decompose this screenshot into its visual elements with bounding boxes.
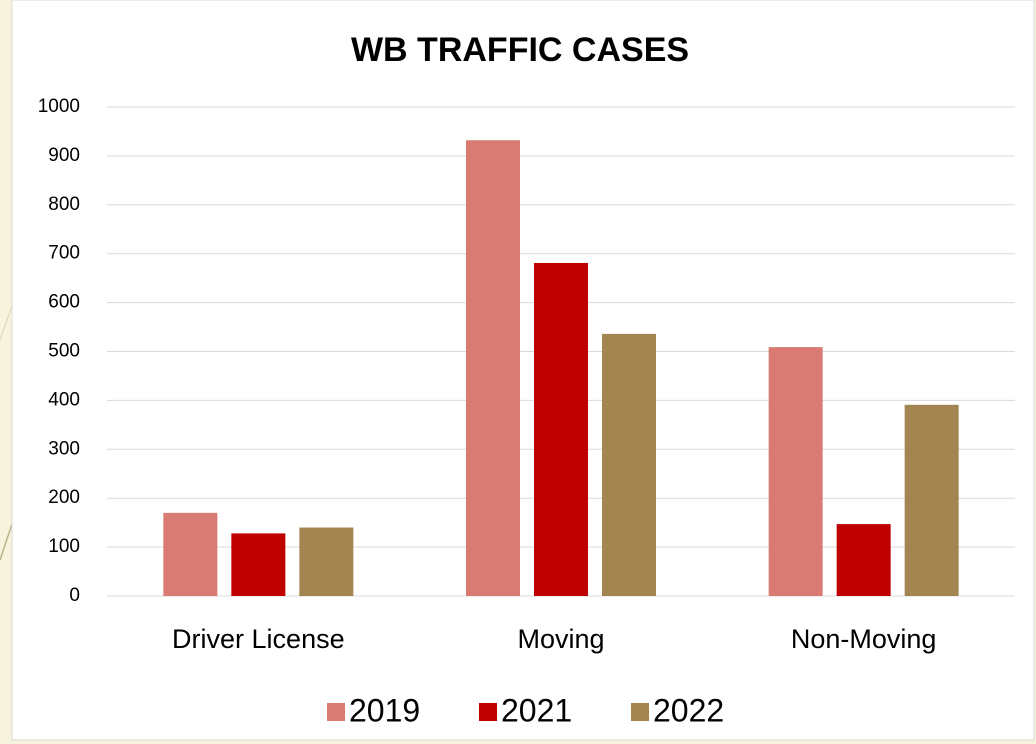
legend-swatch — [631, 703, 649, 721]
legend-label: 2022 — [653, 692, 724, 728]
x-tick-label: Driver License — [172, 624, 345, 654]
y-tick-label: 300 — [48, 438, 80, 459]
chart-title: WB TRAFFIC CASES — [351, 31, 689, 69]
legend-swatch — [327, 703, 345, 721]
chart-area — [11, 0, 1035, 741]
x-tick-label: Moving — [517, 624, 604, 654]
y-tick-label: 1000 — [38, 96, 80, 117]
legend-label: 2019 — [349, 692, 420, 728]
bar — [163, 512, 218, 596]
legend-swatch — [479, 703, 497, 721]
y-tick-label: 0 — [69, 585, 80, 606]
bar — [836, 524, 891, 596]
bar — [534, 262, 588, 596]
y-tick-label: 900 — [48, 145, 80, 166]
bar — [299, 527, 354, 596]
y-tick-label: 800 — [48, 194, 80, 215]
y-tick-label: 700 — [48, 243, 80, 264]
y-tick-label: 600 — [48, 292, 80, 313]
bar — [231, 533, 286, 596]
bar — [466, 140, 520, 596]
x-tick-label: Non-Moving — [791, 624, 937, 654]
bar — [768, 347, 823, 596]
y-tick-label: 100 — [48, 536, 80, 557]
y-tick-label: 200 — [48, 487, 80, 508]
bar — [602, 333, 656, 596]
y-tick-label: 500 — [48, 341, 80, 362]
bar — [904, 404, 959, 596]
y-tick-label: 400 — [48, 389, 80, 410]
legend-label: 2021 — [501, 692, 572, 728]
